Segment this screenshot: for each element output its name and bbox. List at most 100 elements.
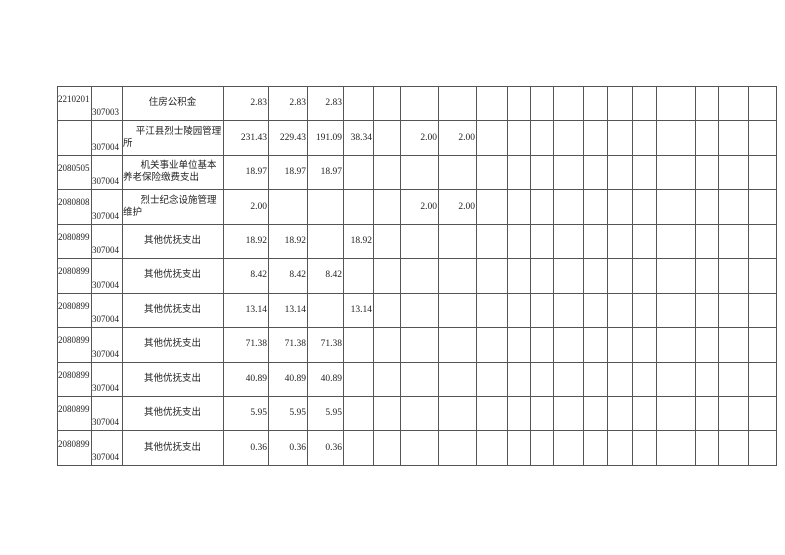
table-cell — [438, 292, 477, 329]
table-cell — [656, 430, 696, 466]
function-code: 2080899 — [58, 335, 90, 346]
item-name-line: 其他优抚支出 — [143, 304, 201, 315]
item-name: 住房公积金 — [122, 97, 223, 109]
table-cell — [476, 120, 508, 156]
table-cell — [607, 223, 633, 260]
table-cell — [530, 120, 554, 156]
amount-value: 229.43 — [279, 132, 306, 143]
item-name-line: 其他优抚支出 — [143, 442, 201, 453]
table-cell: 0.36 — [223, 430, 269, 466]
item-name: 其他优抚支出 — [122, 269, 223, 281]
table-cell — [748, 292, 777, 329]
table-cell — [718, 327, 749, 363]
table-cell — [373, 327, 401, 363]
table-cell — [553, 430, 584, 466]
amount-value: 2.00 — [458, 201, 475, 212]
item-name-line: 烈士纪念设施管理 — [140, 195, 217, 206]
table-cell: 其他优抚支出 — [122, 327, 224, 363]
item-name-line: 机关事业单位基本 — [140, 161, 217, 172]
table-cell — [695, 292, 719, 329]
table-cell — [632, 327, 657, 363]
amount-value: 5.95 — [289, 408, 306, 419]
table-cell: 18.97 — [223, 154, 269, 191]
table-cell: 307004 — [91, 258, 123, 294]
table-cell — [656, 361, 696, 398]
table-cell — [530, 361, 554, 398]
item-name: 其他优抚支出 — [122, 442, 223, 454]
table-cell: 18.92 — [223, 223, 269, 260]
table-cell — [438, 327, 477, 363]
table-cell — [476, 292, 508, 329]
unit-code: 307004 — [92, 279, 119, 290]
table-cell — [656, 120, 696, 156]
table-cell: 2080808 — [57, 189, 92, 225]
table-cell — [400, 327, 439, 363]
table-cell — [656, 189, 696, 225]
table-cell — [530, 223, 554, 260]
unit-code: 307004 — [92, 417, 119, 428]
table-cell — [718, 154, 749, 191]
table-cell: 40.89 — [307, 361, 344, 398]
table-cell — [307, 292, 344, 329]
table-cell: 18.97 — [307, 154, 344, 191]
table-cell: 231.43 — [223, 120, 269, 156]
table-cell — [553, 258, 584, 294]
table-cell: 2080505 — [57, 154, 92, 191]
table-cell — [748, 361, 777, 398]
amount-value: 18.92 — [245, 236, 267, 247]
table-cell: 2210201 — [57, 86, 92, 122]
table-cell — [343, 86, 374, 122]
amount-value: 18.97 — [320, 167, 342, 178]
table-cell — [476, 430, 508, 466]
table-cell — [583, 430, 608, 466]
unit-code: 307004 — [92, 245, 119, 256]
table-cell — [607, 120, 633, 156]
amount-value: 191.09 — [315, 132, 342, 143]
table-cell: 307004 — [91, 154, 123, 191]
amount-value: 71.38 — [284, 339, 306, 350]
table-cell — [583, 327, 608, 363]
table-cell — [695, 154, 719, 191]
table-cell — [718, 258, 749, 294]
item-name: 其他优抚支出 — [122, 304, 223, 316]
table-cell — [57, 120, 92, 156]
table-cell — [748, 223, 777, 260]
table-cell: 71.38 — [223, 327, 269, 363]
table-cell — [400, 292, 439, 329]
table-cell: 其他优抚支出 — [122, 258, 224, 294]
table-cell — [583, 120, 608, 156]
item-name: 平江县烈士陵园管理所 — [122, 126, 223, 150]
table-cell — [695, 430, 719, 466]
table-cell — [748, 154, 777, 191]
unit-code: 307004 — [92, 141, 119, 152]
table-cell — [583, 292, 608, 329]
table-cell — [530, 396, 554, 432]
table-cell — [373, 86, 401, 122]
table-cell: 229.43 — [268, 120, 308, 156]
function-code: 2080899 — [58, 404, 90, 415]
table-cell: 40.89 — [268, 361, 308, 398]
amount-value: 71.38 — [245, 339, 267, 350]
amount-value: 38.34 — [350, 132, 372, 143]
table-cell — [373, 361, 401, 398]
table-cell — [343, 327, 374, 363]
table-cell: 2080899 — [57, 292, 92, 329]
item-name-line: 其他优抚支出 — [143, 339, 201, 350]
table-cell — [476, 189, 508, 225]
unit-code: 307004 — [92, 348, 119, 359]
table-cell — [553, 396, 584, 432]
amount-value: 2.00 — [420, 132, 437, 143]
table-cell — [507, 292, 531, 329]
amount-value: 13.14 — [284, 304, 306, 315]
table-cell — [656, 396, 696, 432]
table-cell — [476, 396, 508, 432]
table-cell — [438, 258, 477, 294]
function-code: 2080808 — [58, 197, 90, 208]
table-cell: 其他优抚支出 — [122, 223, 224, 260]
table-cell: 307004 — [91, 223, 123, 260]
table-cell: 191.09 — [307, 120, 344, 156]
table-cell — [343, 154, 374, 191]
amount-value: 2.83 — [325, 98, 342, 109]
table-cell: 烈士纪念设施管理 维护 — [122, 189, 224, 225]
unit-code: 307004 — [92, 383, 119, 394]
